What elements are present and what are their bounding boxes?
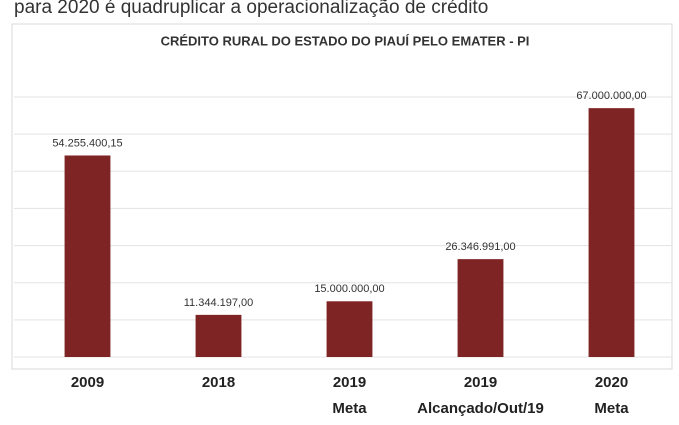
x-tick-label: 2009 — [71, 374, 104, 391]
x-tick-label: 2018 — [202, 374, 235, 391]
bar — [326, 301, 373, 357]
data-label: 15.000.000,00 — [314, 283, 384, 295]
data-label: 26.346.991,00 — [445, 241, 515, 253]
x-tick-label: Alcançado/Out/19 — [417, 400, 544, 417]
bar — [195, 314, 242, 357]
x-tick-label: Meta — [332, 400, 367, 417]
bar — [64, 155, 111, 357]
chart-title: CRÉDITO RURAL DO ESTADO DO PIAUÍ PELO EM… — [161, 33, 530, 48]
x-tick-label: Meta — [594, 400, 629, 417]
bar — [588, 108, 635, 358]
x-tick-label: 2019 — [464, 374, 497, 391]
x-tick-label: 2019 — [333, 374, 366, 391]
data-label: 67.000.000,00 — [576, 90, 646, 102]
x-tick-label: 2020 — [595, 374, 628, 391]
data-label: 11.344.197,00 — [184, 297, 254, 309]
bar — [457, 259, 504, 357]
data-label: 54.255.400,15 — [52, 137, 122, 149]
page-text: para 2020 é quadruplicar a operacionaliz… — [14, 0, 488, 18]
